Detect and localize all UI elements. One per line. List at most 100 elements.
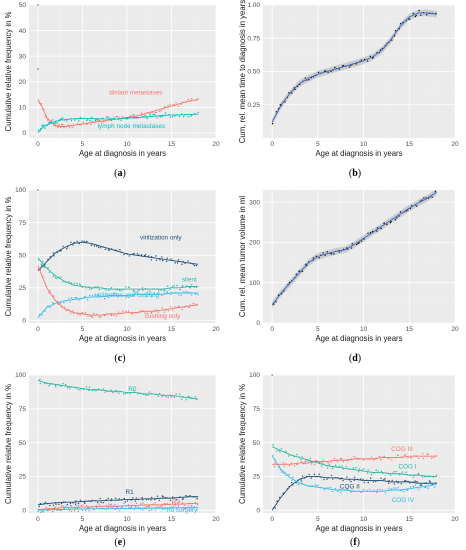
x-tick-label: 20	[451, 141, 459, 148]
x-tick-label: 15	[168, 516, 176, 523]
data-point	[412, 485, 415, 488]
data-point	[37, 510, 39, 513]
data-point	[342, 480, 344, 482]
data-point	[347, 460, 349, 462]
data-point	[387, 482, 390, 485]
data-point	[381, 489, 383, 491]
data-point	[170, 258, 172, 260]
data-point	[73, 119, 76, 121]
data-point	[103, 297, 106, 300]
data-point	[163, 502, 165, 505]
data-point	[147, 255, 150, 257]
series-line-lymph-node-metastases	[37, 113, 199, 134]
data-point	[48, 271, 51, 273]
data-point	[129, 295, 132, 298]
data-point	[78, 242, 80, 245]
data-point	[123, 502, 125, 505]
data-point	[197, 98, 199, 100]
data-point	[188, 396, 191, 398]
data-point	[58, 503, 60, 506]
y-axis-title: Cumulative relative frequency in %	[238, 384, 247, 504]
data-point	[181, 502, 184, 504]
data-point	[340, 491, 342, 493]
series-label-virilization-only: virilization only	[140, 235, 182, 242]
data-point	[54, 122, 57, 124]
data-point	[58, 124, 60, 126]
data-point	[353, 455, 355, 458]
data-point	[323, 478, 325, 481]
data-point	[285, 450, 287, 453]
data-point	[178, 115, 181, 118]
chart-panel-b: 0 5 10 15 20 0.25 0.50 0.75 1.00 Age at diagnosis…	[238, 0, 459, 179]
data-point	[87, 119, 89, 121]
data-point	[145, 506, 147, 508]
data-point	[171, 501, 174, 504]
data-point	[146, 291, 148, 293]
data-point	[113, 117, 115, 119]
data-point	[136, 290, 139, 293]
data-point	[372, 481, 374, 483]
data-point	[141, 499, 144, 501]
data-point	[56, 122, 58, 124]
data-point	[367, 469, 369, 471]
data-point	[65, 309, 67, 312]
data-point	[345, 465, 347, 468]
data-point	[71, 126, 74, 128]
data-point	[118, 498, 120, 500]
data-point	[179, 288, 181, 291]
data-point	[422, 457, 425, 460]
data-point	[70, 282, 73, 284]
series-line-r0	[37, 379, 199, 400]
data-point	[82, 504, 84, 506]
data-point	[400, 483, 403, 485]
data-point	[328, 464, 331, 466]
data-point	[119, 249, 121, 251]
data-point	[412, 476, 414, 479]
data-point	[160, 289, 162, 291]
data-point	[120, 119, 122, 121]
data-point	[62, 505, 64, 508]
data-point	[114, 508, 117, 511]
data-point	[336, 460, 339, 463]
data-point	[153, 113, 156, 116]
y-axis-title: Cum. rel. mean tumor volume in ml	[238, 196, 247, 318]
data-point	[176, 262, 179, 264]
data-point	[181, 509, 183, 511]
series-line-cushing-only	[37, 265, 199, 316]
data-point	[68, 297, 70, 300]
data-point	[86, 299, 89, 301]
plot-area	[37, 97, 199, 134]
data-point	[42, 260, 44, 263]
data-point	[369, 55, 372, 58]
data-point	[68, 126, 71, 128]
data-point	[79, 389, 81, 391]
data-point	[47, 267, 49, 269]
data-point	[323, 489, 326, 491]
data-point	[374, 480, 377, 483]
data-point	[161, 508, 164, 510]
data-point	[389, 221, 392, 224]
data-point	[430, 457, 433, 460]
data-point	[304, 460, 306, 463]
data-point	[338, 68, 341, 70]
data-point	[371, 456, 373, 459]
data-point	[49, 306, 51, 309]
x-tick-label: 15	[406, 516, 414, 523]
data-point	[416, 205, 418, 207]
data-point	[79, 499, 82, 502]
data-point	[73, 510, 76, 512]
data-point	[161, 307, 163, 309]
data-point	[182, 284, 184, 287]
data-point	[98, 119, 100, 121]
data-point	[133, 252, 135, 255]
data-point	[396, 217, 398, 219]
series-line-series	[271, 12, 437, 123]
data-point	[115, 116, 117, 118]
data-point	[177, 259, 180, 261]
data-point	[334, 464, 337, 466]
data-point	[134, 291, 136, 294]
data-point	[177, 105, 180, 107]
data-point	[157, 311, 160, 313]
data-point	[167, 309, 170, 312]
data-point	[197, 293, 199, 296]
